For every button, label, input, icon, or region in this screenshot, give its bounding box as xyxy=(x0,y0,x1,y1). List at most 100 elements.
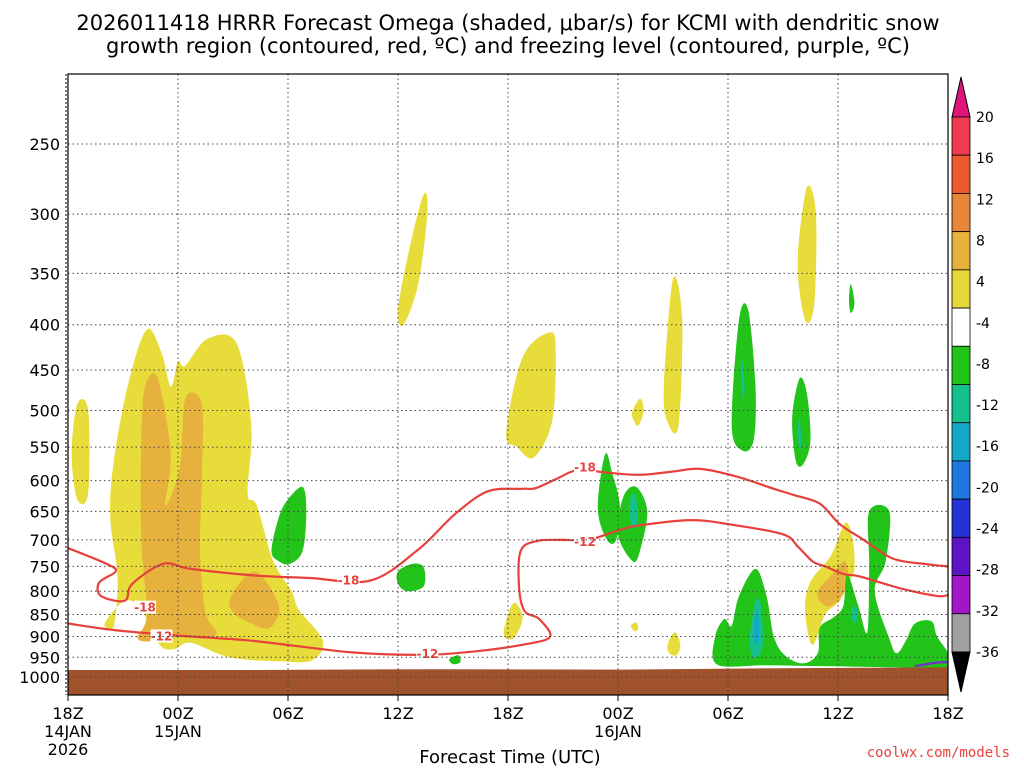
x-tick-label-0-0: 18Z xyxy=(52,704,83,723)
colorbar-swatch-12 xyxy=(951,575,971,615)
contour-line-freezing-2 xyxy=(914,661,948,668)
colorbar-bottom-arrow xyxy=(951,651,971,693)
contour-label-3: -12 xyxy=(151,629,173,643)
colorbar-swatch-10 xyxy=(951,498,971,538)
x-tick-label-48-0: 18Z xyxy=(932,704,963,723)
y-tick-label-900: 900 xyxy=(29,627,60,646)
contour-label-2: -18 xyxy=(134,601,156,615)
omega-area-pos4-11 xyxy=(797,185,817,324)
colorbar-swatch-9 xyxy=(951,460,971,500)
contour-label-bg xyxy=(416,647,439,661)
credit-text: coolwx.com/models xyxy=(867,745,1010,761)
y-tick-label-1000: 1000 xyxy=(19,668,60,687)
y-tick-label-650: 650 xyxy=(29,502,60,521)
contour-label-0: -18 xyxy=(338,573,360,587)
x-tick-label-12-0: 06Z xyxy=(272,704,303,723)
x-tick-label-42-0: 12Z xyxy=(822,704,853,723)
colorbar-swatch-8 xyxy=(951,422,971,462)
y-tick-label-800: 800 xyxy=(29,582,60,601)
omega-area-pos8-2 xyxy=(137,373,217,642)
colorbar-label-8: -16 xyxy=(976,439,999,455)
colorbar-label-9: -20 xyxy=(976,480,999,496)
colorbar-swatch-1 xyxy=(951,154,971,194)
x-tick-label-30-0: 00Z xyxy=(602,704,633,723)
colorbar-swatch-6 xyxy=(951,345,971,385)
omega-area-pos4-9 xyxy=(667,632,681,656)
contour-line-minus12-1 xyxy=(68,518,948,656)
x-tick-label-30-1: 16JAN xyxy=(594,722,642,741)
omega-area-neg8-28 xyxy=(850,605,859,624)
y-tick-label-450: 450 xyxy=(29,361,60,380)
x-tick-label-6-1: 15JAN xyxy=(154,722,202,741)
x-tick-label-0-1: 14JAN xyxy=(44,722,92,741)
chart-title-line-1: 2026011418 HRRR Forecast Omega (shaded, … xyxy=(76,11,939,35)
colorbar-swatch-4 xyxy=(951,269,971,309)
omega-area-neg4-15 xyxy=(396,563,426,592)
omega-area-neg4-16 xyxy=(449,655,461,665)
colorbar-swatch-13 xyxy=(951,613,971,653)
contour-label-bg xyxy=(574,535,596,549)
colorbar-top-arrow xyxy=(951,76,971,118)
axes: 250 300 350 400 450 500 550 600 650 700 750 800 850 9… xyxy=(19,73,964,759)
omega-area-neg4-25 xyxy=(712,504,948,669)
y-tick-label-400: 400 xyxy=(29,316,60,335)
y-tick-label-950: 950 xyxy=(29,648,60,667)
x-tick-label-36-0: 06Z xyxy=(712,704,743,723)
temperature-contours: -18 -18 -18 -12 -12 -12 xyxy=(68,460,948,668)
omega-area-pos4-6 xyxy=(503,602,523,640)
colorbar-label-12: -32 xyxy=(976,604,999,620)
omega-shading xyxy=(68,185,948,695)
y-tick-label-600: 600 xyxy=(29,472,60,491)
colorbar-swatch-11 xyxy=(951,536,971,576)
contour-label-bg xyxy=(574,460,596,474)
ground-terrain xyxy=(68,667,948,695)
contour-label-5: -12 xyxy=(574,535,596,549)
colorbar-label-5: -4 xyxy=(976,316,990,332)
y-tick-label-500: 500 xyxy=(29,402,60,421)
y-tick-label-350: 350 xyxy=(29,264,60,283)
y-tick-label-850: 850 xyxy=(29,606,60,625)
colorbar-label-7: -12 xyxy=(976,398,999,414)
contour-label-bg xyxy=(337,573,360,587)
omega-area-neg8-23 xyxy=(797,418,802,451)
x-tick-label-6-0: 00Z xyxy=(162,704,193,723)
colorbar-swatch-0 xyxy=(951,116,971,156)
y-tick-label-700: 700 xyxy=(29,531,60,550)
omega-area-pos4-5 xyxy=(506,332,556,459)
omega-area-neg8-19 xyxy=(628,492,639,530)
contour-label-bg xyxy=(134,600,156,614)
x-tick-label-18-0: 12Z xyxy=(382,704,413,723)
y-tick-label-300: 300 xyxy=(29,205,60,224)
colorbar: 20 16 12 8 4 -4 -8 -12 -16 -20 -24 -28 -32 -36 xyxy=(951,76,999,693)
colorbar-swatch-5 xyxy=(951,307,971,347)
x-tick-label-24-0: 18Z xyxy=(492,704,523,723)
colorbar-label-13: -36 xyxy=(976,645,999,661)
y-tick-label-750: 750 xyxy=(29,557,60,576)
colorbar-label-11: -28 xyxy=(976,563,999,579)
omega-area-pos4-0 xyxy=(71,399,90,505)
colorbar-label-4: 4 xyxy=(976,275,985,291)
omega-area-pos4-10 xyxy=(630,622,639,632)
y-tick-label-250: 250 xyxy=(29,135,60,154)
colorbar-label-1: 16 xyxy=(976,151,994,167)
chart-title-line-2: growth region (contoured, red, ºC) and f… xyxy=(106,34,910,58)
colorbar-label-6: -8 xyxy=(976,357,990,373)
x-axis-label: Forecast Time (UTC) xyxy=(419,747,600,768)
contour-label-4: -12 xyxy=(416,647,438,661)
contour-label-bg xyxy=(150,629,173,643)
contour-line-minus18-0 xyxy=(68,467,948,603)
colorbar-swatch-3 xyxy=(951,231,971,271)
omega-area-neg4-22 xyxy=(792,377,811,467)
gridlines xyxy=(68,74,948,695)
y-tick-label-550: 550 xyxy=(29,438,60,457)
omega-area-pos4-8 xyxy=(663,276,683,434)
omega-area-pos4-4 xyxy=(397,192,428,327)
x-tick-label-0-2: 2026 xyxy=(48,740,89,759)
omega-area-pos4-7 xyxy=(631,398,644,426)
colorbar-label-0: 20 xyxy=(976,110,994,126)
colorbar-label-10: -24 xyxy=(976,522,999,538)
contour-label-1: -18 xyxy=(574,461,596,475)
colorbar-swatch-7 xyxy=(951,384,971,424)
colorbar-swatch-2 xyxy=(951,193,971,233)
